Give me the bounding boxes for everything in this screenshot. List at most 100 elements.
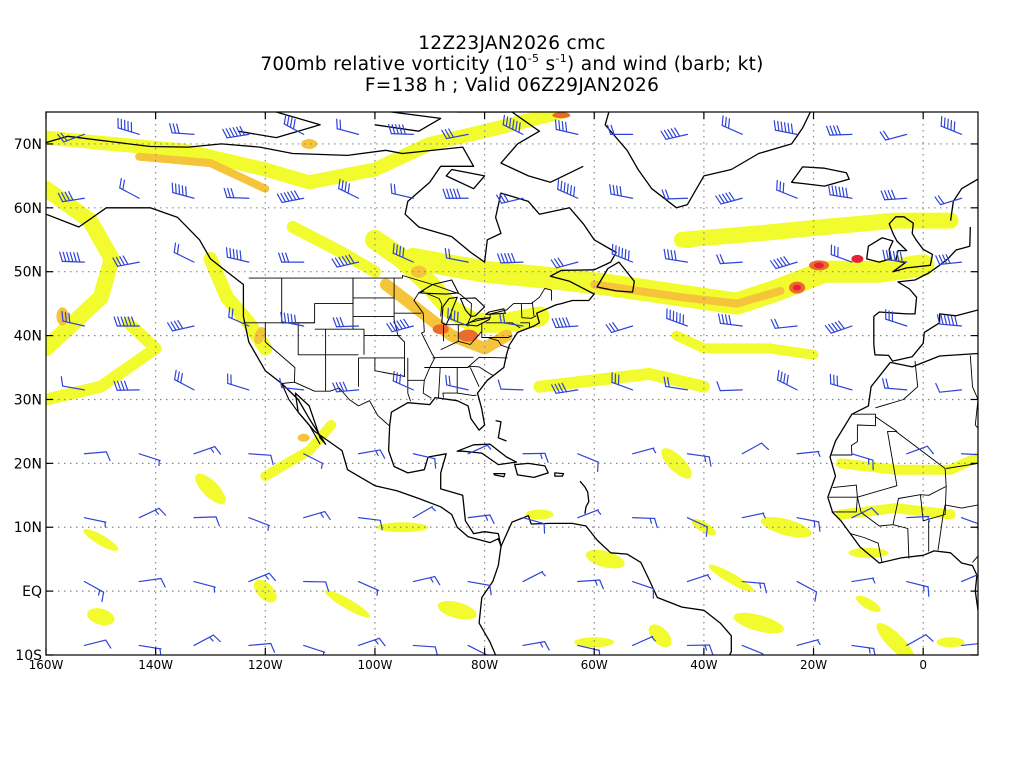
border-tn-ky	[432, 356, 474, 359]
coast-norway	[949, 178, 978, 221]
wind-barb	[336, 118, 360, 135]
vort-tropical-patch	[733, 612, 784, 634]
wind-barb	[660, 127, 689, 140]
wind-barb	[611, 243, 634, 263]
lon-tick-label: 120W	[248, 658, 283, 672]
lon-tick-label: 20W	[800, 658, 827, 672]
wind-barb	[113, 316, 140, 327]
wind-barb	[851, 507, 879, 519]
wind-barb	[444, 247, 469, 263]
lon-tick-label: 140W	[138, 658, 173, 672]
border-california-nevada	[264, 322, 296, 383]
coast-victoria	[237, 112, 321, 139]
vort-band-north-sea	[674, 212, 959, 248]
lake-huron	[459, 297, 486, 317]
wind-barb	[173, 242, 195, 263]
wind-barb	[83, 451, 111, 462]
coast-somerset	[374, 112, 442, 132]
coast-south-america-north	[500, 515, 732, 655]
wind-barb	[550, 257, 579, 269]
wind-barb	[663, 248, 689, 263]
border-nc-sc	[467, 365, 493, 376]
lon-tick-label: 160W	[29, 658, 64, 672]
wind-barb	[824, 320, 853, 334]
wind-barb	[577, 509, 602, 519]
wind-barb	[686, 453, 712, 467]
border-ms-al	[438, 367, 441, 398]
wind-barb	[193, 634, 221, 647]
wind-barb	[611, 372, 634, 391]
vort-band-us-core	[379, 278, 513, 355]
wind-barb	[392, 370, 414, 391]
border-western-sahara	[830, 413, 876, 456]
wind-barb	[226, 373, 250, 391]
coast-lesser-antilles	[579, 480, 590, 514]
vort-tropical-patch	[83, 529, 119, 551]
vort-band-west-africa	[835, 503, 956, 520]
coast-france	[873, 226, 971, 317]
wind-barb	[283, 114, 305, 135]
lake-superior	[418, 279, 459, 295]
wind-barb	[828, 184, 853, 199]
wind-barb	[61, 311, 85, 327]
wind-barb	[632, 580, 655, 599]
wind-barb	[661, 189, 689, 200]
border-guinea-liberia	[850, 533, 883, 564]
wind-barb	[554, 119, 579, 135]
wind-barb	[495, 192, 524, 204]
coast-baja	[281, 383, 321, 445]
wind-barb	[338, 178, 360, 199]
vort-peak	[814, 262, 825, 269]
wind-barb	[279, 377, 305, 391]
wind-barb	[59, 251, 85, 263]
vort-band-yukon	[135, 152, 270, 193]
wind-barb	[173, 369, 195, 391]
wind-barb	[357, 449, 386, 459]
vort-tropical-patch	[437, 600, 477, 620]
wind-barb	[851, 577, 876, 584]
border-colorado	[314, 328, 365, 355]
coast-africa-north	[890, 352, 978, 375]
coast-hispaniola	[514, 462, 549, 479]
wind-barb	[906, 445, 934, 455]
wind-barb	[113, 380, 140, 391]
vort-tropical-patch	[760, 516, 812, 538]
border-wi-mi	[426, 292, 443, 317]
vort-arctic	[301, 138, 318, 149]
vort-tropical-patch	[253, 579, 277, 603]
wind-barb	[882, 249, 908, 263]
title-valid-line: F=138 h ; Valid 06Z29JAN2026	[364, 75, 660, 96]
wind-barb	[885, 309, 908, 327]
title-exp1: -5	[527, 51, 540, 65]
wind-barb	[386, 318, 414, 333]
wind-barb	[829, 373, 853, 391]
wind-barb	[357, 580, 380, 596]
vort-tropical-patch	[585, 549, 625, 569]
coast-greenland	[604, 112, 812, 209]
wind-barb	[441, 128, 469, 140]
coast-newfoundland	[596, 261, 635, 293]
wind-barb	[388, 123, 414, 135]
wind-barb	[331, 254, 360, 268]
wind-barb	[716, 254, 743, 265]
wind-barb	[796, 517, 821, 532]
coastlines	[46, 112, 978, 655]
wind-barb	[935, 254, 963, 266]
border-algeria-east	[946, 355, 978, 469]
border-us-mexico	[281, 381, 390, 427]
wind-barb	[83, 580, 105, 603]
title-field-mid: s	[539, 54, 556, 75]
wind-barb	[303, 453, 324, 470]
lake-michigan	[441, 296, 458, 326]
wind-barb	[171, 182, 195, 199]
wind-barb	[412, 506, 436, 519]
wind-barb	[796, 580, 818, 602]
lat-tick-label: 70N	[14, 137, 42, 153]
title-exp2: -1	[555, 51, 568, 65]
vort-tropical-patch	[376, 522, 429, 533]
wind-barb	[607, 124, 634, 135]
wind-barb	[551, 382, 579, 394]
vort-tropical-patch	[708, 564, 754, 593]
